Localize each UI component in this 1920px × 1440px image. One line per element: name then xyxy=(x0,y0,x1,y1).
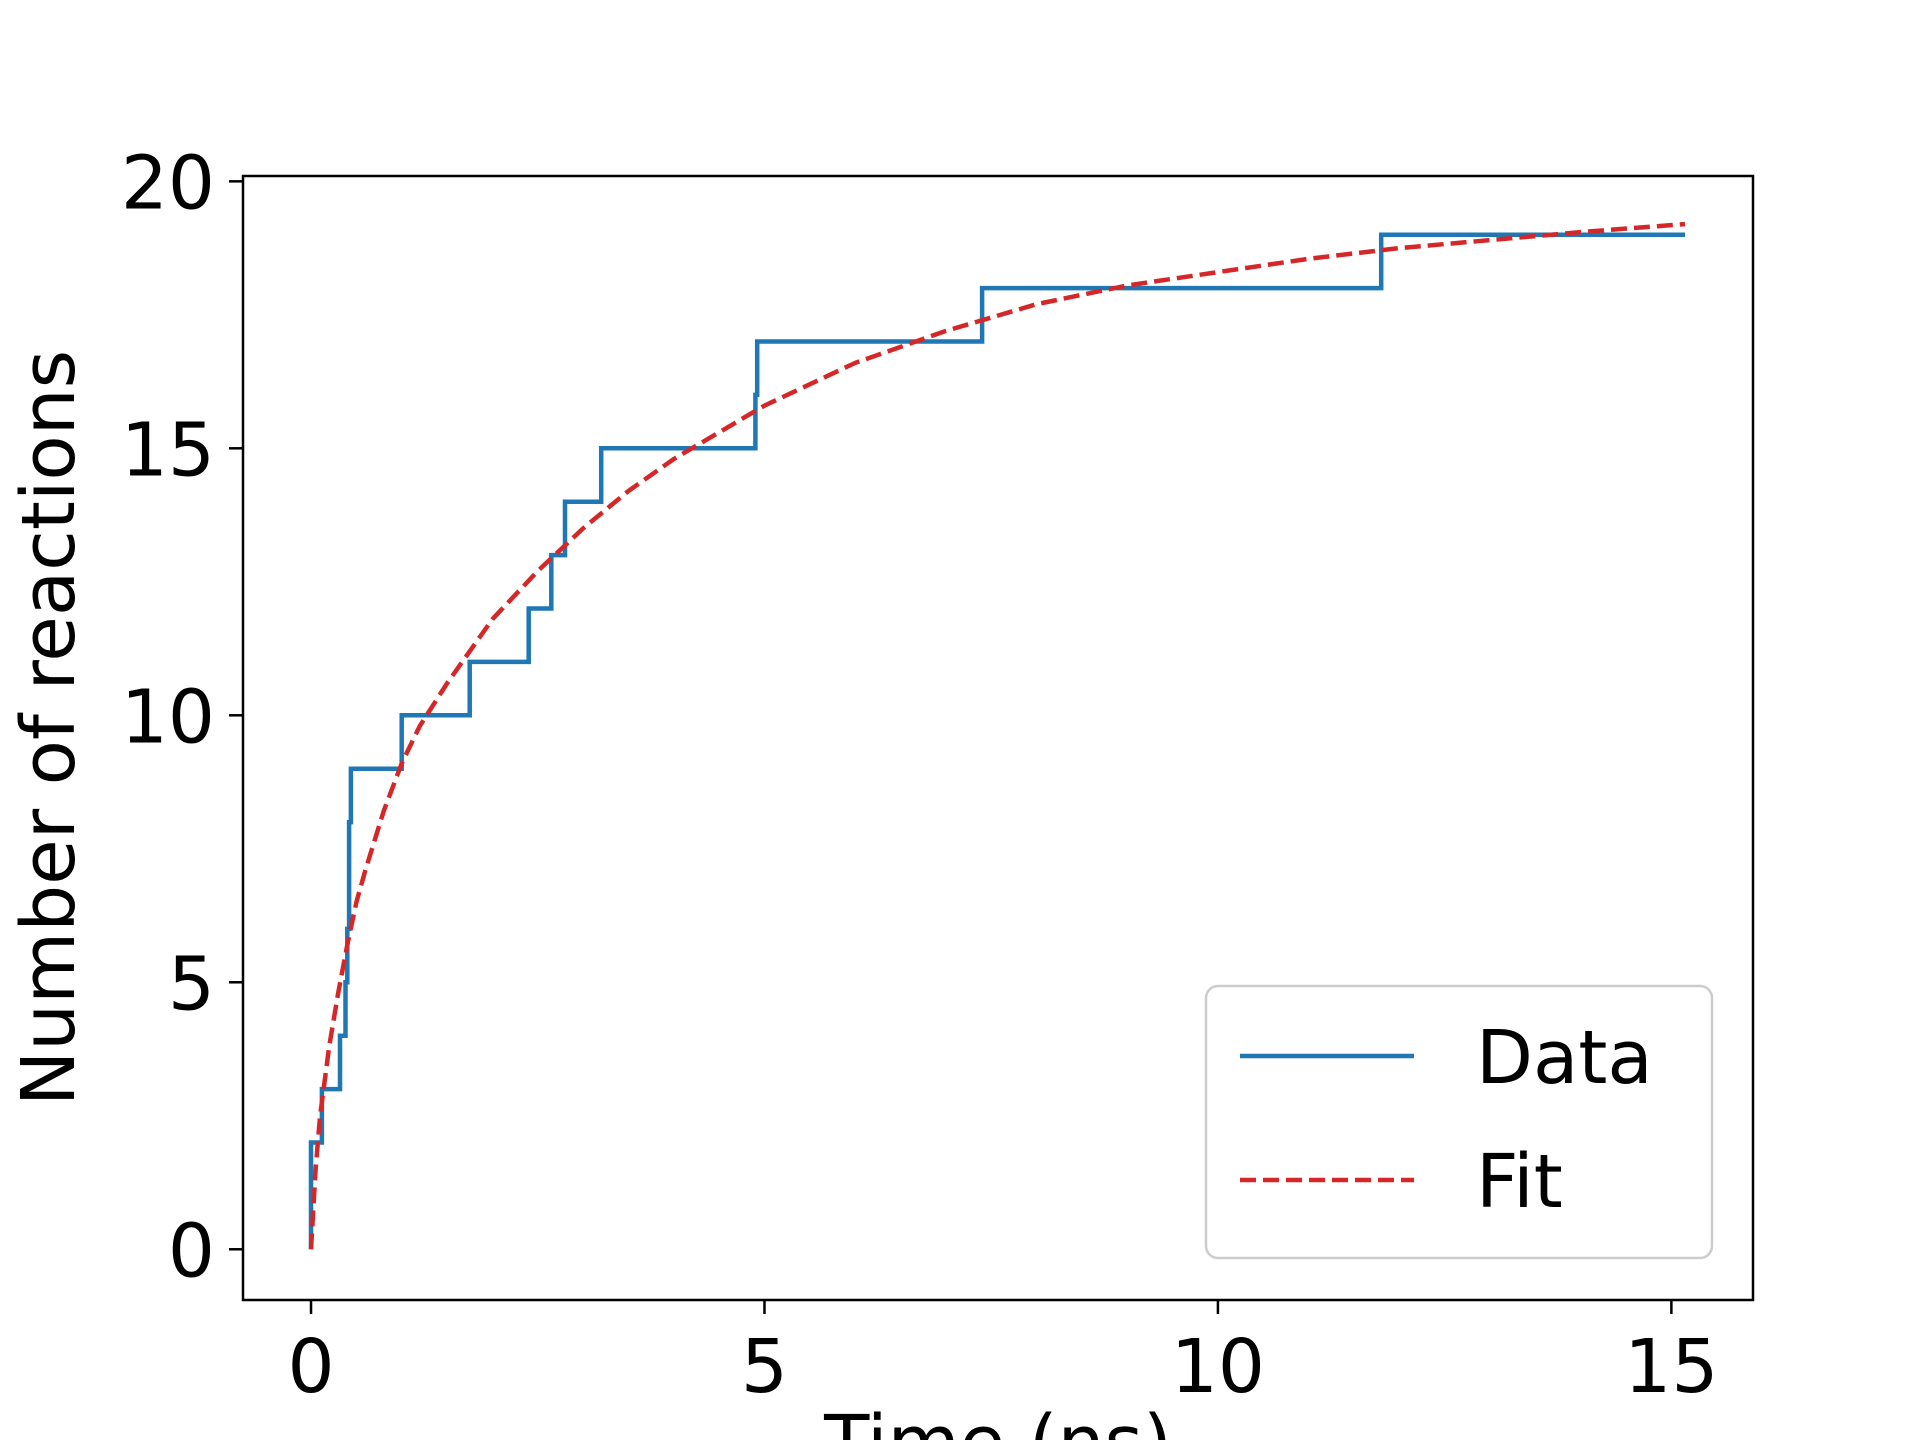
y-tick-label: 5 xyxy=(168,941,215,1027)
plot-lines xyxy=(308,221,1686,1250)
y-axis-title: Number of reactions xyxy=(6,350,92,1106)
legend: Data Fit xyxy=(1204,984,1714,1260)
y-tick-label: 10 xyxy=(121,674,215,760)
y-tick-label: 20 xyxy=(121,140,215,226)
y-tick-label: 0 xyxy=(168,1208,215,1294)
legend-label-data: Data xyxy=(1476,1015,1653,1101)
x-axis: 0 5 10 15 xyxy=(287,1300,1718,1410)
y-axis: 0 5 10 15 20 xyxy=(121,140,243,1294)
legend-label-fit: Fit xyxy=(1476,1139,1563,1225)
x-tick-label: 0 xyxy=(287,1324,334,1410)
y-tick-label: 15 xyxy=(121,407,215,493)
plot-frame xyxy=(241,174,1755,1302)
x-tick-label: 5 xyxy=(741,1324,788,1410)
x-tick-label: 15 xyxy=(1624,1324,1718,1410)
x-axis-title: Time (ns) xyxy=(823,1400,1172,1440)
x-tick-label: 10 xyxy=(1171,1324,1265,1410)
series-line-fit xyxy=(308,221,1686,1250)
series-line-data xyxy=(308,232,1685,1250)
